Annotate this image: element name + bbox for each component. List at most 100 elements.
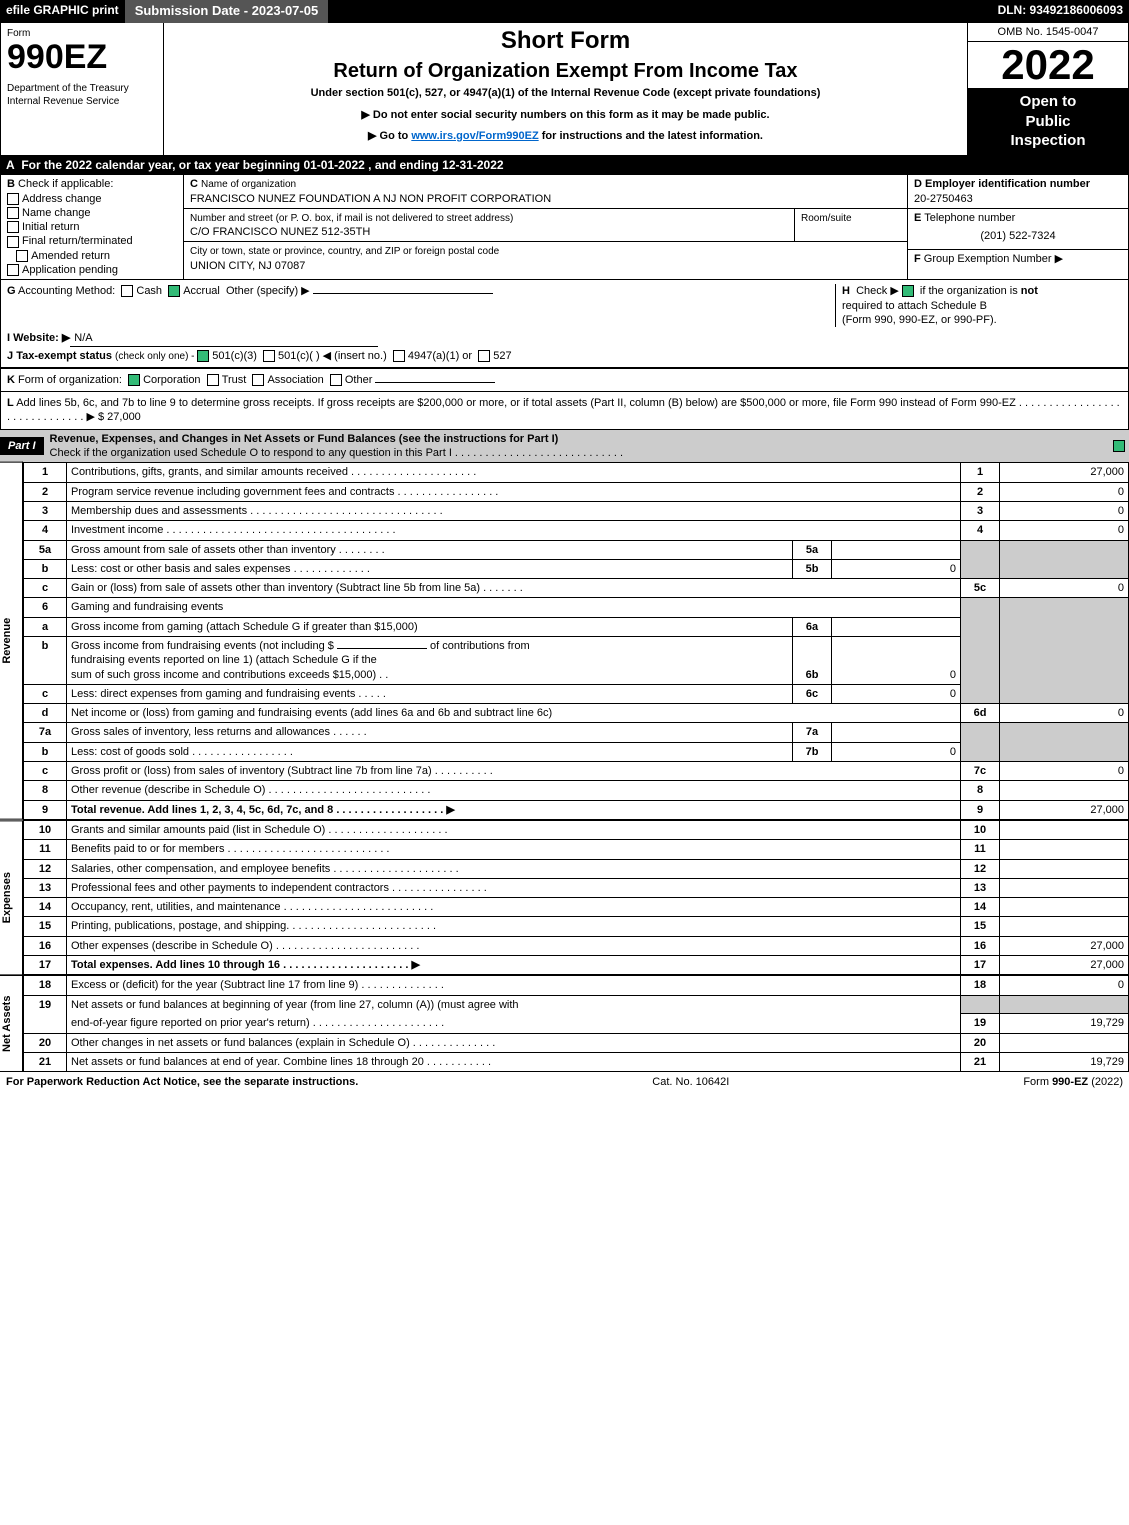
subv-5b: 0 bbox=[832, 559, 961, 578]
chk-assoc[interactable] bbox=[252, 374, 264, 386]
org-name: FRANCISCO NUNEZ FOUNDATION A NJ NON PROF… bbox=[190, 193, 551, 205]
line-19-val: 19,729 bbox=[1000, 1014, 1129, 1033]
header-center: Short Form Return of Organization Exempt… bbox=[164, 23, 967, 155]
opt-name-change: Name change bbox=[22, 207, 91, 219]
line-8-val bbox=[1000, 781, 1129, 800]
line-20-desc: Other changes in net assets or fund bala… bbox=[67, 1033, 961, 1052]
header-left: Form 990EZ Department of the Treasury In… bbox=[1, 23, 164, 155]
website-value: N/A bbox=[70, 331, 378, 346]
chk-501c3[interactable] bbox=[197, 350, 209, 362]
inspection-badge: Open to Public Inspection bbox=[968, 88, 1128, 155]
line-3-val: 0 bbox=[1000, 501, 1129, 520]
arrow-icon: ▶ bbox=[1055, 253, 1063, 265]
opt-application-pending: Application pending bbox=[22, 264, 118, 276]
chk-4947[interactable] bbox=[393, 350, 405, 362]
efile-label: efile GRAPHIC print bbox=[0, 0, 125, 23]
B-label: Check if applicable: bbox=[18, 178, 113, 190]
opt-trust: Trust bbox=[222, 374, 247, 386]
subv-7a bbox=[832, 723, 961, 742]
C-label: Name of organization bbox=[201, 179, 296, 190]
chk-final-return[interactable] bbox=[7, 236, 19, 248]
box-DEF: D Employer identification number 20-2750… bbox=[908, 175, 1128, 279]
6b-d2: of contributions from bbox=[430, 640, 530, 652]
line-6d-desc: Net income or (loss) from gaming and fun… bbox=[67, 704, 961, 723]
part1-title-text: Revenue, Expenses, and Changes in Net As… bbox=[50, 433, 559, 445]
line-2-desc: Program service revenue including govern… bbox=[67, 482, 961, 501]
line-8-desc: Other revenue (describe in Schedule O) .… bbox=[67, 781, 961, 800]
goto-post: for instructions and the latest informat… bbox=[539, 130, 763, 142]
dept: Department of the Treasury Internal Reve… bbox=[7, 82, 157, 108]
line-13-val bbox=[1000, 878, 1129, 897]
line-1-val: 27,000 bbox=[1000, 463, 1129, 482]
spacer bbox=[328, 0, 991, 23]
part1-header: Part I Revenue, Expenses, and Changes in… bbox=[0, 430, 1129, 463]
L-text: Add lines 5b, 6c, and 7b to line 9 to de… bbox=[7, 397, 1120, 423]
inspect-1: Open to bbox=[972, 92, 1124, 112]
chk-initial-return[interactable] bbox=[7, 221, 19, 233]
H-rest: required to attach Schedule B bbox=[842, 300, 987, 312]
line-7a-desc: Gross sales of inventory, less returns a… bbox=[67, 723, 793, 742]
opt-initial-return: Initial return bbox=[22, 221, 79, 233]
chk-address-change[interactable] bbox=[7, 193, 19, 205]
dln: DLN: 93492186006093 bbox=[992, 0, 1129, 23]
chk-application-pending[interactable] bbox=[7, 264, 19, 276]
chk-H[interactable] bbox=[902, 285, 914, 297]
footer-left: For Paperwork Reduction Act Notice, see … bbox=[6, 1075, 358, 1089]
chk-cash[interactable] bbox=[121, 285, 133, 297]
city-label: City or town, state or province, country… bbox=[190, 246, 499, 257]
chk-corp[interactable] bbox=[128, 374, 140, 386]
goto-pre: Go to bbox=[380, 130, 412, 142]
H-not: not bbox=[1021, 285, 1038, 297]
under-text: Under section 501(c), 527, or 4947(a)(1)… bbox=[170, 86, 961, 100]
form-subtitle: Return of Organization Exempt From Incom… bbox=[170, 58, 961, 84]
sub-7a: 7a bbox=[793, 723, 832, 742]
line-18-desc: Excess or (deficit) for the year (Subtra… bbox=[67, 976, 961, 995]
opt-final-return: Final return/terminated bbox=[22, 235, 133, 247]
netassets-sidebar: Net Assets bbox=[0, 975, 23, 1072]
line-H: H Check ▶ if the organization is not req… bbox=[835, 284, 1122, 327]
line-21-val: 19,729 bbox=[1000, 1053, 1129, 1072]
line-9-desc: Total revenue. Add lines 1, 2, 3, 4, 5c,… bbox=[67, 800, 961, 819]
line-7b-desc: Less: cost of goods sold . . . . . . . .… bbox=[67, 742, 793, 761]
ssn-warning: Do not enter social security numbers on … bbox=[170, 108, 961, 122]
expenses-section: Expenses 10Grants and similar amounts pa… bbox=[0, 820, 1129, 975]
chk-501c[interactable] bbox=[263, 350, 275, 362]
org-city: UNION CITY, NJ 07087 bbox=[190, 260, 305, 272]
line-10-val bbox=[1000, 820, 1129, 839]
chk-part1-scheduleO[interactable] bbox=[1113, 440, 1125, 452]
submission-date: Submission Date - 2023-07-05 bbox=[125, 0, 329, 23]
ein-value: 20-2750463 bbox=[914, 193, 973, 205]
H-box-label: if the organization is bbox=[920, 285, 1021, 297]
line-1-desc: Contributions, gifts, grants, and simila… bbox=[67, 463, 961, 482]
line-12-val bbox=[1000, 859, 1129, 878]
line-11-desc: Benefits paid to or for members . . . . … bbox=[67, 840, 961, 859]
line-6d-val: 0 bbox=[1000, 704, 1129, 723]
J-note: (check only one) - bbox=[115, 351, 197, 362]
H-rest2: (Form 990, 990-EZ, or 990-PF). bbox=[842, 314, 997, 326]
line-6c-desc: Less: direct expenses from gaming and fu… bbox=[67, 684, 793, 703]
line-L: L Add lines 5b, 6c, and 7b to line 9 to … bbox=[0, 392, 1129, 430]
line-6-desc: Gaming and fundraising events bbox=[67, 598, 961, 617]
chk-name-change[interactable] bbox=[7, 207, 19, 219]
line-17-val: 27,000 bbox=[1000, 956, 1129, 975]
chk-other-org[interactable] bbox=[330, 374, 342, 386]
line-16-val: 27,000 bbox=[1000, 936, 1129, 955]
chk-527[interactable] bbox=[478, 350, 490, 362]
subv-6b: 0 bbox=[832, 637, 961, 685]
goto-link[interactable]: www.irs.gov/Form990EZ bbox=[411, 130, 538, 142]
entity-block: B Check if applicable: Address change Na… bbox=[0, 175, 1129, 280]
part1-title: Revenue, Expenses, and Changes in Net As… bbox=[44, 430, 1109, 463]
footer-center: Cat. No. 10642I bbox=[652, 1075, 729, 1089]
form-page: efile GRAPHIC print Submission Date - 20… bbox=[0, 0, 1129, 1093]
line-16-desc: Other expenses (describe in Schedule O) … bbox=[67, 936, 961, 955]
chk-amended-return[interactable] bbox=[16, 250, 28, 262]
line-20-val bbox=[1000, 1033, 1129, 1052]
chk-trust[interactable] bbox=[207, 374, 219, 386]
line-21-desc: Net assets or fund balances at end of ye… bbox=[67, 1053, 961, 1072]
tax-year: 2022 bbox=[968, 42, 1128, 88]
line-A: A For the 2022 calendar year, or tax yea… bbox=[0, 156, 1129, 176]
line-5c-val: 0 bbox=[1000, 579, 1129, 598]
chk-accrual[interactable] bbox=[168, 285, 180, 297]
opt-4947: 4947(a)(1) or bbox=[408, 350, 472, 362]
sub-7b: 7b bbox=[793, 742, 832, 761]
